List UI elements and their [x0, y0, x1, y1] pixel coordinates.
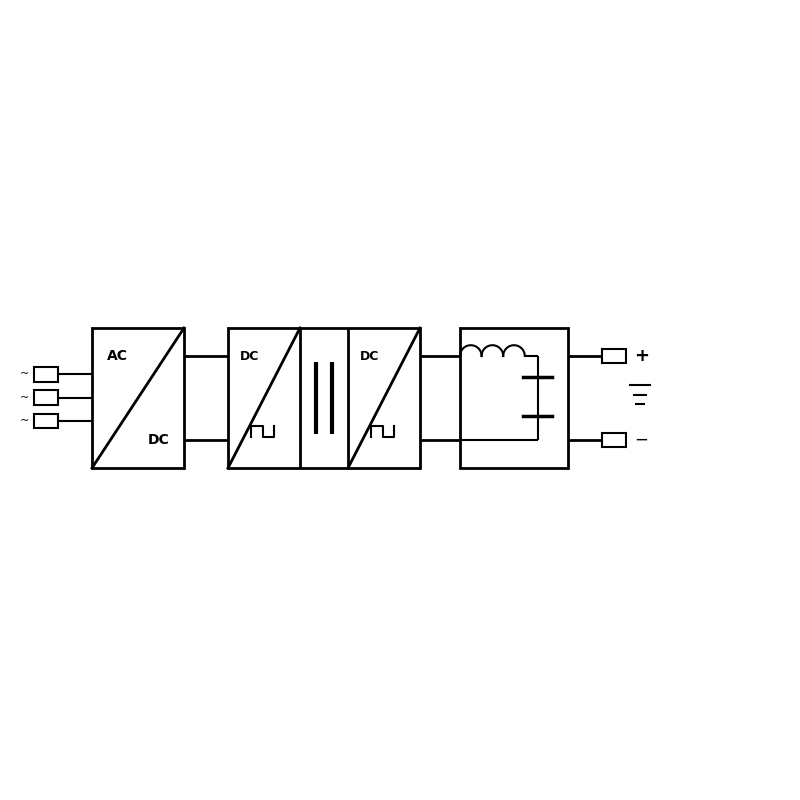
Bar	[460, 328, 568, 468]
Bar	[228, 328, 420, 468]
Bar	[602, 433, 626, 447]
Bar	[34, 390, 58, 405]
Text: DC: DC	[360, 350, 379, 362]
Bar	[602, 349, 626, 363]
Bar	[34, 367, 58, 382]
Bar	[34, 414, 58, 428]
Text: −: −	[634, 431, 649, 449]
Bar	[92, 328, 184, 468]
Text: ~: ~	[19, 416, 29, 426]
Text: AC: AC	[107, 349, 128, 363]
Text: DC: DC	[240, 350, 259, 362]
Text: ~: ~	[19, 393, 29, 402]
Text: ~: ~	[19, 370, 29, 379]
Text: +: +	[634, 347, 649, 365]
Text: DC: DC	[147, 433, 169, 447]
